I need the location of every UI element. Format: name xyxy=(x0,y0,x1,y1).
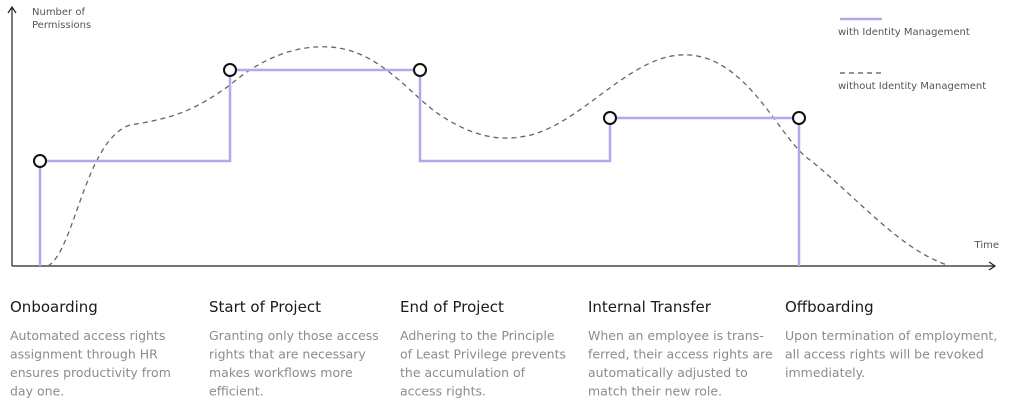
stage-text: rights that are necessary xyxy=(209,347,366,362)
y-label: Number of xyxy=(32,7,85,18)
stage-text: assignment through HR xyxy=(10,347,158,362)
stage-text: efficient. xyxy=(209,384,264,399)
stage-text: day one. xyxy=(10,384,64,399)
stage-text: Automated access rights xyxy=(10,328,165,343)
milestone xyxy=(603,111,617,125)
stage-text: access rights. xyxy=(400,384,486,399)
stage-text: the accumulation of xyxy=(400,365,526,380)
stage-title: Onboarding xyxy=(10,298,98,316)
stage-text: When an employee is trans- xyxy=(588,328,764,343)
x-label: Time xyxy=(974,240,999,251)
stage-text: immediately. xyxy=(785,365,865,380)
legend-label: without Identity Management xyxy=(838,81,986,92)
stage-text: match their new role. xyxy=(588,384,722,399)
stage-text: all access rights will be revoked xyxy=(785,347,984,362)
x-arrow xyxy=(988,261,997,271)
stage-title: Start of Project xyxy=(209,298,321,316)
y-arrow xyxy=(7,5,17,14)
y-label: Permissions xyxy=(32,20,91,31)
milestone xyxy=(792,111,806,125)
stage-text: of Least Privilege prevents xyxy=(400,347,566,362)
stage-text: Upon termination of employment, xyxy=(785,328,997,343)
stage-text: Granting only those access xyxy=(209,328,379,343)
milestone xyxy=(223,63,237,77)
stage-text: automatically adjusted to xyxy=(588,365,748,380)
curve-without-im xyxy=(47,46,951,267)
stage-title: End of Project xyxy=(400,298,504,316)
stage-text: Adhering to the Principle xyxy=(400,328,555,343)
legend-label: with Identity Management xyxy=(838,27,970,38)
stage-title: Internal Transfer xyxy=(588,298,712,316)
stage-text: makes workflows more xyxy=(209,365,353,380)
milestone xyxy=(413,63,427,77)
milestone xyxy=(33,154,47,168)
stage-text: ferred, their access rights are xyxy=(588,347,773,362)
step-with-im xyxy=(38,68,801,266)
stage-text: ensures productivity from xyxy=(10,365,171,380)
stage-title: Offboarding xyxy=(785,298,874,316)
